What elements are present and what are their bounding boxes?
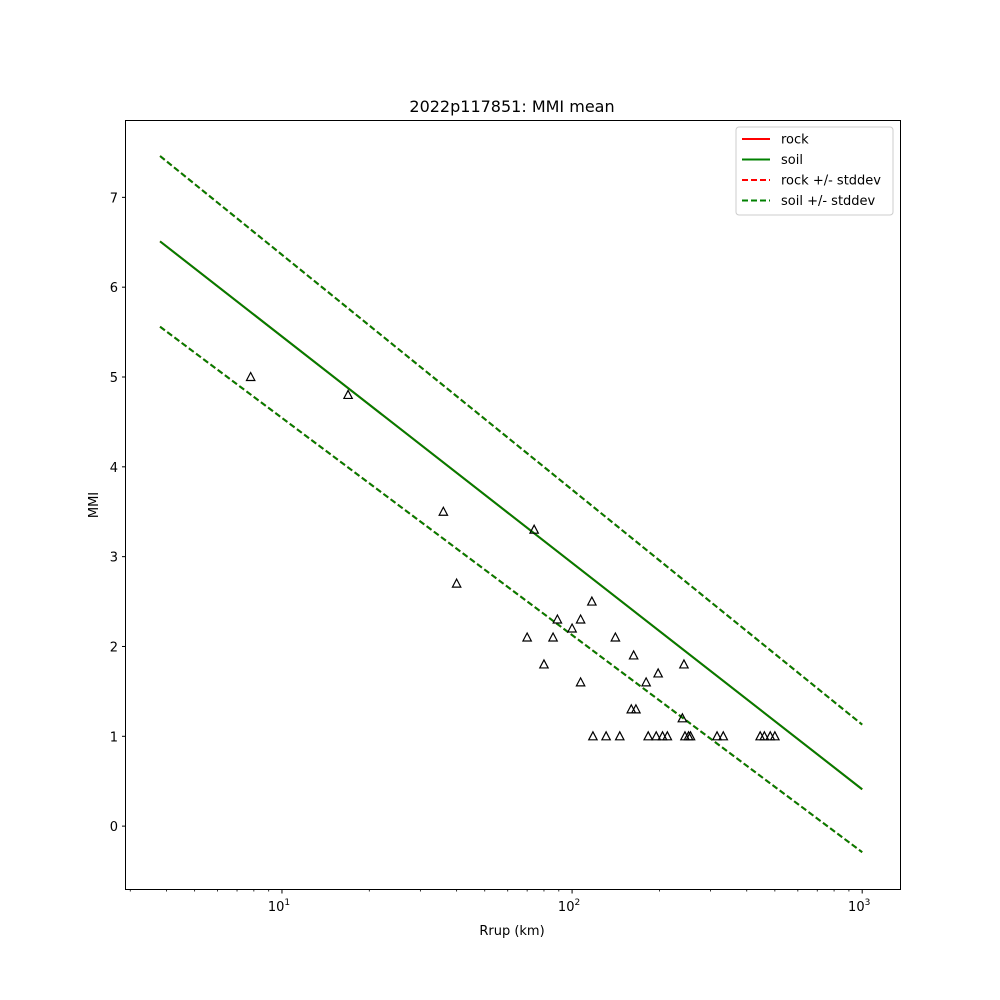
legend-entry-3: soil +/- stddev (781, 194, 876, 209)
y-tick-label: 7 (110, 191, 118, 206)
observation-point (342, 389, 354, 400)
series-line-1-0 (159, 240, 863, 791)
legend-box (735, 126, 894, 216)
plot-area (159, 155, 863, 853)
legend-entry-1: soil (781, 153, 803, 168)
observation-point (438, 505, 449, 516)
x-tick-label: 103 (848, 898, 870, 915)
observation-point (678, 658, 690, 669)
observation-point (245, 371, 256, 382)
observation-point (652, 667, 664, 678)
observation-point (677, 712, 688, 723)
x-axis-label: Rrup (km) (479, 924, 544, 939)
y-tick-label: 5 (110, 371, 118, 386)
y-tick-label: 6 (110, 281, 118, 296)
observation-point (538, 658, 550, 669)
y-tick-label: 0 (110, 820, 118, 835)
observation-point (552, 613, 563, 624)
x-tick-label: 101 (268, 898, 290, 915)
legend-entry-2: rock +/- stddev (781, 174, 881, 189)
observation-point (575, 676, 586, 687)
observation-point (614, 730, 625, 741)
y-tick-label: 1 (110, 730, 118, 745)
legend-entry-0: rock (781, 133, 809, 148)
observation-point (643, 730, 654, 741)
observation-point (651, 730, 662, 741)
observation-point (600, 730, 612, 741)
observation-point (586, 595, 598, 606)
observation-point (685, 730, 696, 741)
observation-point (528, 523, 540, 534)
series-line-3-0 (159, 155, 863, 726)
observation-point (521, 631, 533, 642)
series-line-3-1 (159, 325, 863, 853)
x-tick-label: 102 (558, 898, 580, 915)
observation-point (718, 730, 729, 741)
observation-point (662, 730, 673, 741)
observation-point (451, 577, 462, 588)
observation-point (628, 649, 639, 660)
observation-point (587, 730, 599, 741)
observation-point (566, 622, 578, 633)
observation-point (610, 631, 621, 642)
y-tick-label: 3 (110, 551, 118, 566)
observation-point (575, 613, 586, 624)
observation-point (547, 631, 559, 642)
axes: 0 1 2 3 4 5 6 7 101 102 103 (110, 191, 871, 915)
observation-point (759, 730, 770, 741)
legend: rock soil rock +/- stddev soil +/- stddev (735, 126, 894, 216)
observation-point (769, 730, 781, 741)
plot-frame (125, 120, 901, 890)
y-axis-label: MMI (87, 492, 102, 518)
y-tick-label: 4 (110, 461, 118, 476)
observation-point (630, 703, 642, 714)
chart-title: 2022p117851: MMI mean (409, 97, 614, 116)
observation-point (711, 730, 723, 741)
y-tick-label: 2 (110, 640, 118, 655)
observation-point (640, 676, 652, 687)
